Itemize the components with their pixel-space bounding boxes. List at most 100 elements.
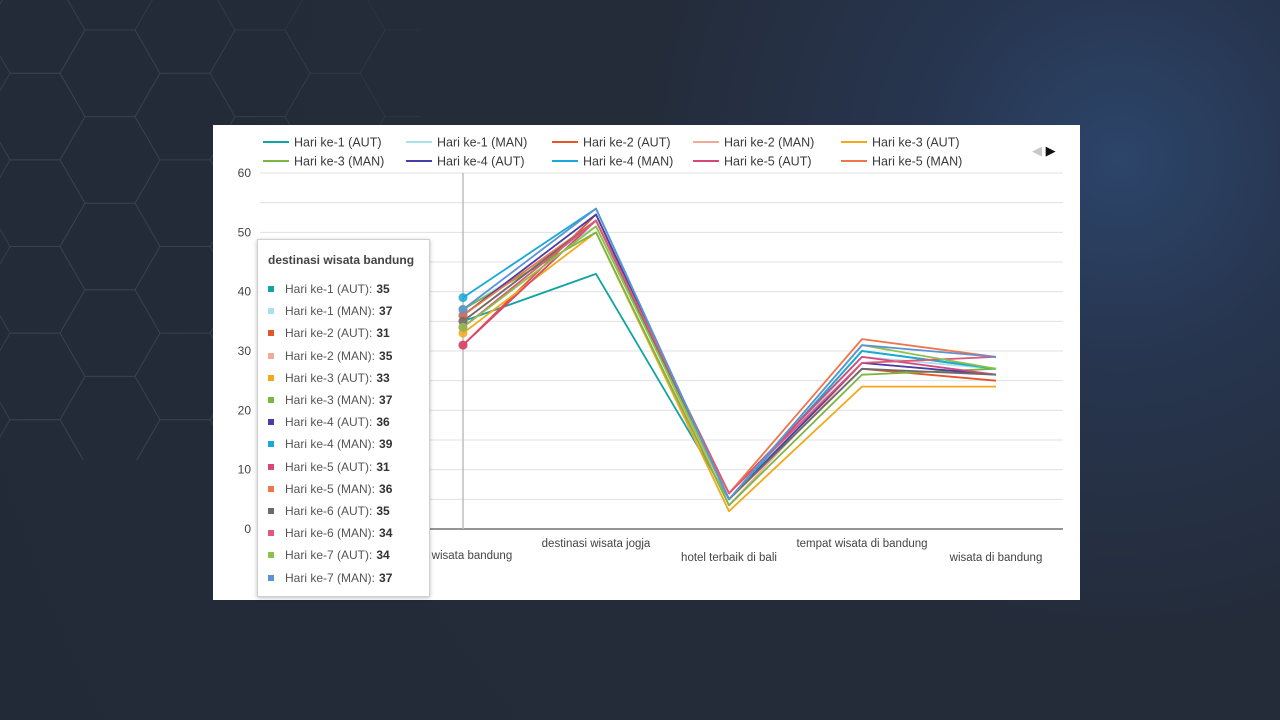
legend-label: Hari ke-4 (MAN): [583, 155, 673, 169]
tooltip-swatch: [268, 397, 274, 404]
tooltip-row: Hari ke-7 (MAN): 37: [268, 566, 392, 588]
hex-cell: [0, 332, 86, 421]
tooltip-row-label: Hari ke-3 (AUT):: [285, 370, 373, 385]
tooltip-row-value: 35: [379, 348, 393, 363]
tooltip-row: Hari ke-2 (AUT): 31: [268, 322, 392, 344]
tooltip-row-label: Hari ke-5 (MAN):: [285, 481, 376, 496]
tooltip-swatch: [268, 330, 274, 337]
tooltip-row: Hari ke-3 (MAN): 37: [268, 389, 392, 411]
tooltip-row-label: Hari ke-2 (AUT):: [285, 326, 373, 341]
tooltip-row-label: Hari ke-4 (AUT):: [285, 415, 373, 430]
y-tick-label: 60: [238, 166, 252, 180]
y-tick-label: 30: [238, 344, 252, 358]
tooltip: destinasi wisata bandung Hari ke-1 (AUT)…: [257, 239, 430, 597]
tooltip-row-value: 31: [376, 459, 390, 474]
y-axis-ticks: 60 50 40 30 20 10 0: [238, 166, 252, 536]
legend-label: Hari ke-2 (AUT): [583, 136, 671, 150]
x-tick-label: asi wisata bandung: [414, 550, 512, 562]
y-tick-label: 0: [244, 522, 251, 536]
series-line: [462, 225, 997, 501]
hex-cell: [59, 116, 161, 204]
tooltip-row-label: Hari ke-2 (MAN):: [285, 348, 376, 363]
hex-cell: [59, 29, 161, 118]
tooltip-row-value: 36: [379, 481, 393, 496]
y-tick-label: 10: [238, 463, 252, 477]
hex-cell: [0, 419, 84, 460]
x-tick-label: tempat wisata di bandung: [796, 538, 927, 550]
series-line: [462, 231, 997, 507]
tooltip-row-label: Hari ke-6 (AUT):: [285, 503, 373, 518]
hex-cell: [359, 29, 420, 118]
data-point: [458, 293, 468, 303]
hex-cell: [284, 0, 386, 74]
hex-cell: [0, 246, 86, 334]
x-axis-ticks: asi wisata bandung destinasi wisata jogja…: [414, 538, 1043, 564]
tooltip-swatch: [268, 463, 274, 470]
tooltip-rows: Hari ke-1 (AUT): 35 Hari ke-1 (MAN): 37 Hari…: [268, 278, 392, 589]
x-tick-label: destinasi wisata jogja: [542, 538, 651, 550]
series-line: [462, 207, 997, 501]
tooltip-swatch: [268, 419, 274, 426]
tooltip-row: Hari ke-5 (AUT): 31: [268, 456, 392, 478]
tooltip-swatch: [268, 352, 274, 359]
series-line: [462, 213, 997, 501]
legend-label: Hari ke-1 (MAN): [437, 136, 527, 150]
tooltip-row-value: 33: [376, 370, 390, 385]
triangle-left-icon[interactable]: ◀: [1032, 143, 1042, 158]
tooltip-row-value: 39: [379, 437, 393, 452]
data-point: [458, 305, 468, 314]
series-line: [462, 219, 997, 495]
tooltip-row-label: Hari ke-7 (MAN):: [285, 570, 376, 585]
tooltip-swatch: [268, 308, 274, 315]
tooltip-title: destinasi wisata bandung: [268, 253, 415, 267]
legend-label: Hari ke-2 (MAN): [724, 136, 814, 150]
tooltip-row: Hari ke-6 (AUT): 35: [268, 500, 392, 522]
tooltip-row-value: 37: [379, 304, 393, 319]
tooltip-row-label: Hari ke-5 (AUT):: [285, 459, 373, 474]
tooltip-row: Hari ke-4 (AUT): 36: [268, 411, 392, 433]
tooltip-row: Hari ke-2 (MAN): 35: [268, 345, 392, 367]
legend-label: Hari ke-4 (AUT): [437, 155, 525, 169]
data-point: [458, 322, 468, 332]
hex-cell: [59, 375, 161, 460]
series-line: [462, 231, 996, 513]
tooltip-row-value: 35: [376, 282, 390, 297]
hex-cell: [134, 0, 236, 74]
tooltip-row: Hari ke-1 (MAN): 37: [268, 300, 392, 322]
tooltip-row-value: 31: [376, 326, 390, 341]
tooltip-row: Hari ke-5 (MAN): 36: [268, 478, 392, 500]
tooltip-row-value: 36: [376, 415, 390, 430]
tooltip-row: Hari ke-7 (AUT): 34: [268, 544, 392, 566]
legend: Hari ke-1 (AUT) Hari ke-1 (MAN) Hari ke-2 …: [263, 136, 962, 169]
tooltip-row: Hari ke-6 (MAN): 34: [268, 522, 392, 544]
tooltip-swatch: [268, 530, 274, 537]
hex-cell: [0, 159, 86, 247]
tooltip-row: Hari ke-3 (AUT): 33: [268, 367, 392, 389]
triangle-right-icon[interactable]: ▶: [1045, 143, 1056, 158]
hex-cell: [209, 29, 311, 118]
tooltip-swatch: [268, 286, 274, 293]
tooltip-row-value: 34: [379, 526, 393, 541]
tooltip-row: Hari ke-4 (MAN): 39: [268, 433, 392, 455]
tooltip-row-value: 37: [379, 393, 393, 408]
tooltip-swatch: [268, 552, 274, 559]
tooltip-row-value: 34: [376, 548, 390, 563]
y-tick-label: 20: [238, 403, 252, 417]
tooltip-row-value: 37: [379, 570, 393, 585]
hex-cell: [59, 202, 161, 291]
tooltip-swatch: [268, 485, 274, 492]
tooltip-row-label: Hari ke-7 (AUT):: [285, 548, 373, 563]
legend-label: Hari ke-3 (AUT): [872, 136, 960, 150]
hex-cell: [0, 72, 86, 161]
legend-label: Hari ke-3 (MAN): [294, 155, 384, 169]
hex-cell: [59, 289, 161, 377]
hex-cell: [0, 0, 86, 74]
tooltip-swatch: [268, 574, 274, 581]
x-tick-label: wisata di bandung: [949, 552, 1043, 564]
legend-label: Hari ke-5 (AUT): [724, 155, 812, 169]
tooltip-row-label: Hari ke-4 (MAN):: [285, 437, 376, 452]
tooltip-row-value: 35: [376, 503, 390, 518]
tooltip-row-label: Hari ke-1 (AUT):: [285, 282, 373, 297]
data-point: [458, 340, 468, 350]
legend-label: Hari ke-1 (AUT): [294, 136, 382, 150]
